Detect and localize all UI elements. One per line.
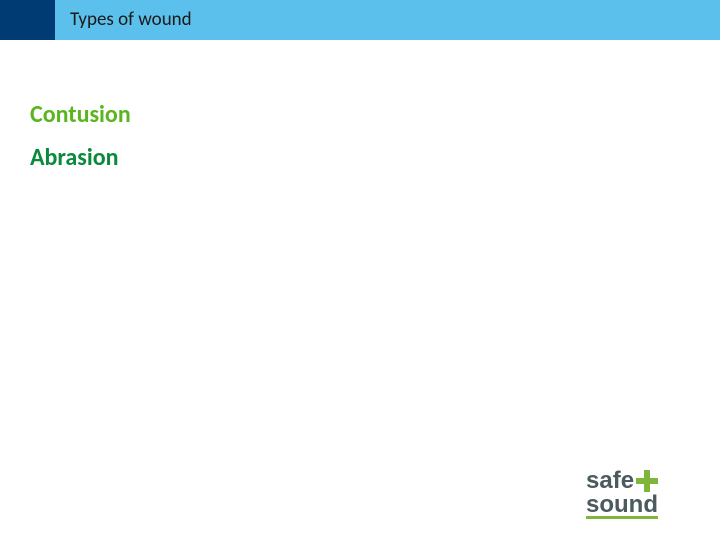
safe-sound-logo: safe sound	[586, 466, 696, 522]
logo-text-bottom: sound	[586, 491, 658, 518]
content-area: Contusion Abrasion	[0, 40, 720, 172]
header-bar: Types of wound	[0, 0, 720, 40]
logo-underline	[586, 516, 658, 519]
logo-text-top: safe	[586, 467, 634, 494]
plus-icon	[636, 470, 658, 492]
header-accent	[0, 0, 55, 40]
wound-type-item: Abrasion	[30, 143, 690, 172]
page-title: Types of wound	[70, 8, 192, 31]
wound-type-item: Contusion	[30, 100, 690, 129]
